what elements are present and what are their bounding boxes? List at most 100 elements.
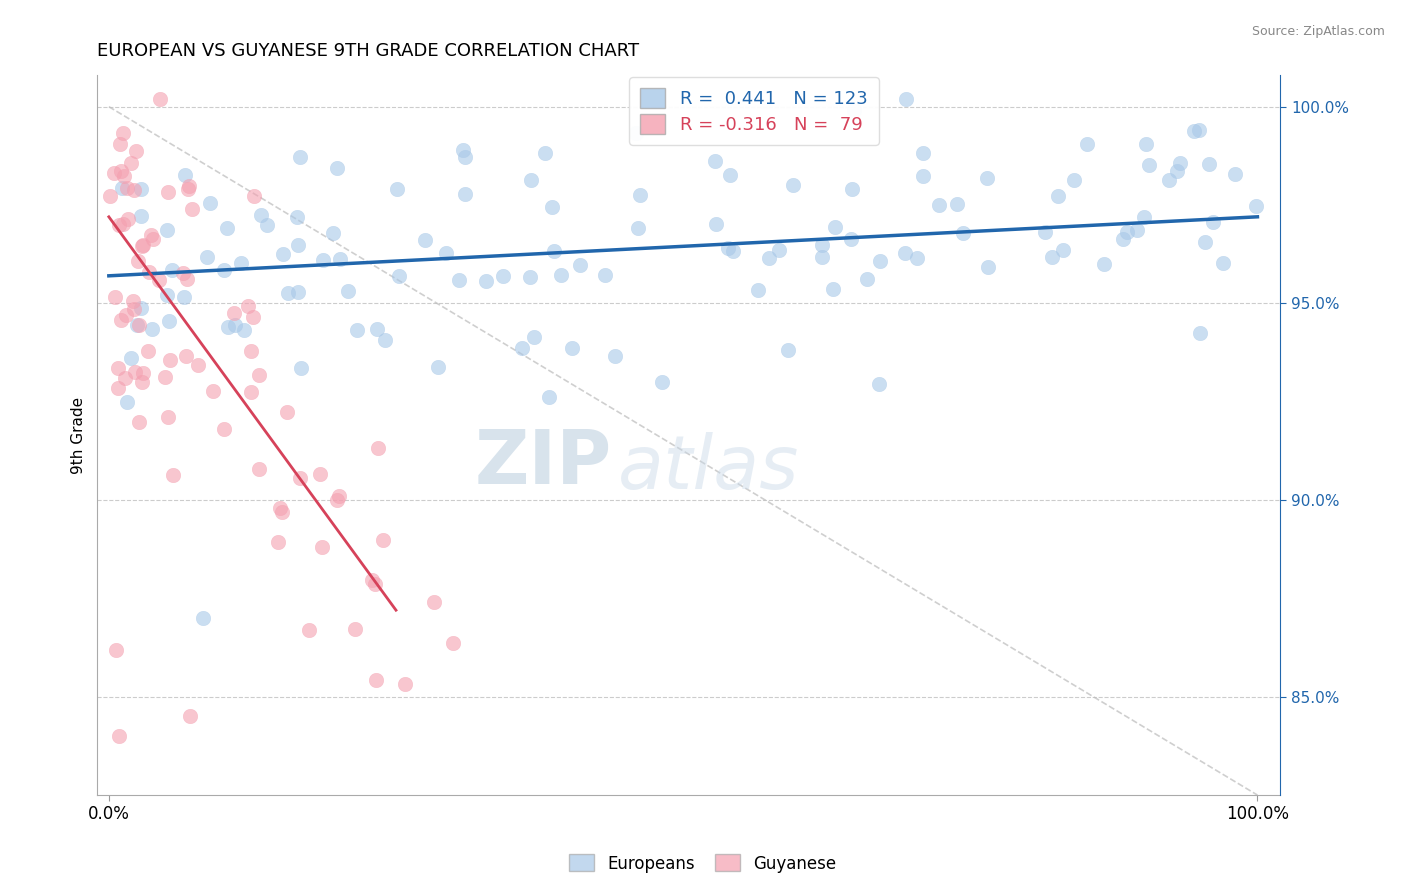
Point (312, 252, 335, 267)
Point (1047, 189, 1070, 203)
Point (811, 238, 834, 252)
Point (758, 251, 780, 265)
Point (945, 197, 967, 211)
Point (136, 343, 159, 358)
Point (247, 462, 270, 476)
Point (267, 535, 290, 549)
Point (413, 233, 436, 247)
Point (215, 221, 238, 235)
Point (131, 375, 153, 389)
Legend: Europeans, Guyanese: Europeans, Guyanese (562, 847, 844, 880)
Point (343, 623, 366, 637)
Point (112, 169, 135, 183)
Point (179, 178, 201, 193)
Point (115, 309, 138, 323)
Point (360, 573, 382, 587)
Point (231, 256, 253, 270)
Point (1116, 225, 1139, 239)
Point (747, 283, 769, 297)
Point (162, 468, 184, 483)
Point (366, 322, 388, 336)
Text: Source: ZipAtlas.com: Source: ZipAtlas.com (1251, 25, 1385, 38)
Point (325, 161, 347, 176)
Point (541, 201, 564, 215)
Point (605, 349, 627, 363)
Point (107, 381, 129, 395)
Point (271, 505, 294, 519)
Point (277, 286, 299, 301)
Point (191, 611, 214, 625)
Point (325, 493, 347, 508)
Point (108, 136, 131, 151)
Point (593, 268, 616, 282)
Point (187, 358, 209, 372)
Point (322, 226, 344, 240)
Point (624, 126, 647, 140)
Point (108, 219, 131, 233)
Point (627, 221, 650, 235)
Point (717, 241, 740, 255)
Point (329, 252, 352, 266)
Point (366, 673, 388, 687)
Point (122, 183, 145, 197)
Point (1223, 167, 1246, 181)
Point (141, 322, 163, 336)
Point (112, 217, 135, 231)
Point (114, 371, 136, 385)
Point (1040, 250, 1063, 264)
Point (823, 282, 845, 296)
Point (176, 272, 198, 286)
Point (454, 150, 477, 164)
Point (1168, 155, 1191, 169)
Point (841, 182, 863, 196)
Point (174, 349, 197, 363)
Point (337, 284, 360, 298)
Point (198, 196, 221, 211)
Point (704, 217, 727, 231)
Point (311, 540, 333, 554)
Point (977, 260, 1000, 275)
Point (103, 166, 125, 180)
Point (115, 394, 138, 409)
Point (271, 247, 294, 261)
Point (156, 185, 179, 199)
Point (364, 576, 387, 591)
Point (427, 359, 450, 374)
Point (290, 150, 312, 164)
Point (1126, 223, 1149, 237)
Point (287, 285, 309, 300)
Point (1076, 136, 1098, 151)
Point (952, 226, 974, 240)
Point (127, 318, 149, 332)
Point (1188, 123, 1211, 137)
Point (534, 145, 557, 160)
Point (239, 384, 262, 399)
Point (124, 144, 146, 158)
Point (1133, 210, 1156, 224)
Point (202, 384, 225, 398)
Point (247, 368, 270, 382)
Point (1246, 198, 1268, 212)
Point (1166, 164, 1188, 178)
Point (128, 415, 150, 429)
Point (104, 289, 127, 303)
Point (131, 239, 153, 253)
Point (519, 270, 541, 285)
Point (1198, 156, 1220, 170)
Point (131, 367, 153, 381)
Text: EUROPEAN VS GUYANESE 9TH GRADE CORRELATION CHART: EUROPEAN VS GUYANESE 9TH GRADE CORRELATI… (97, 42, 640, 60)
Point (214, 263, 236, 277)
Point (550, 268, 572, 283)
Point (287, 238, 309, 252)
Point (128, 318, 150, 333)
Point (474, 274, 496, 288)
Point (1135, 137, 1157, 152)
Point (1202, 215, 1225, 229)
Point (172, 266, 194, 280)
Point (181, 202, 204, 217)
Point (110, 313, 132, 327)
Point (492, 269, 515, 284)
Point (159, 352, 181, 367)
Point (100, 189, 122, 203)
Point (157, 314, 180, 328)
